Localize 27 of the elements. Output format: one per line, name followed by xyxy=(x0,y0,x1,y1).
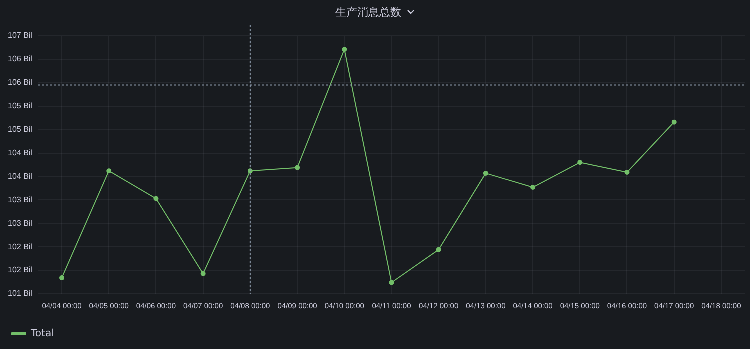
point xyxy=(389,280,394,286)
point xyxy=(295,165,300,170)
point xyxy=(154,196,159,202)
point xyxy=(200,271,206,276)
point xyxy=(436,247,442,252)
y-tick-label: 107 Bil xyxy=(8,31,33,40)
y-tick-label: 106 Bil xyxy=(8,54,33,64)
point xyxy=(106,168,112,174)
point xyxy=(342,47,348,52)
y-tick-label: 104 Bil xyxy=(8,172,33,181)
y-tick-label: 104 Bil xyxy=(8,148,33,158)
point xyxy=(578,160,583,166)
y-tick-label: 106 Bil xyxy=(8,78,33,88)
y-tick-label: 102 Bil xyxy=(8,242,33,252)
point xyxy=(624,170,630,176)
legend-label: Total xyxy=(30,328,54,340)
y-tick-label: 103 Bil xyxy=(8,195,33,204)
y-tick-label: 105 Bil xyxy=(8,125,33,134)
point xyxy=(60,276,65,281)
point xyxy=(530,185,536,190)
y-tick-label: 101 Bil xyxy=(8,289,33,298)
y-tick-label: 102 Bil xyxy=(8,266,33,275)
point xyxy=(483,170,488,176)
point xyxy=(672,120,677,125)
y-tick-label: 105 Bil xyxy=(8,102,33,111)
y-tick-label: 103 Bil xyxy=(8,218,33,228)
chart-title: 生产消息总数 xyxy=(336,4,402,20)
